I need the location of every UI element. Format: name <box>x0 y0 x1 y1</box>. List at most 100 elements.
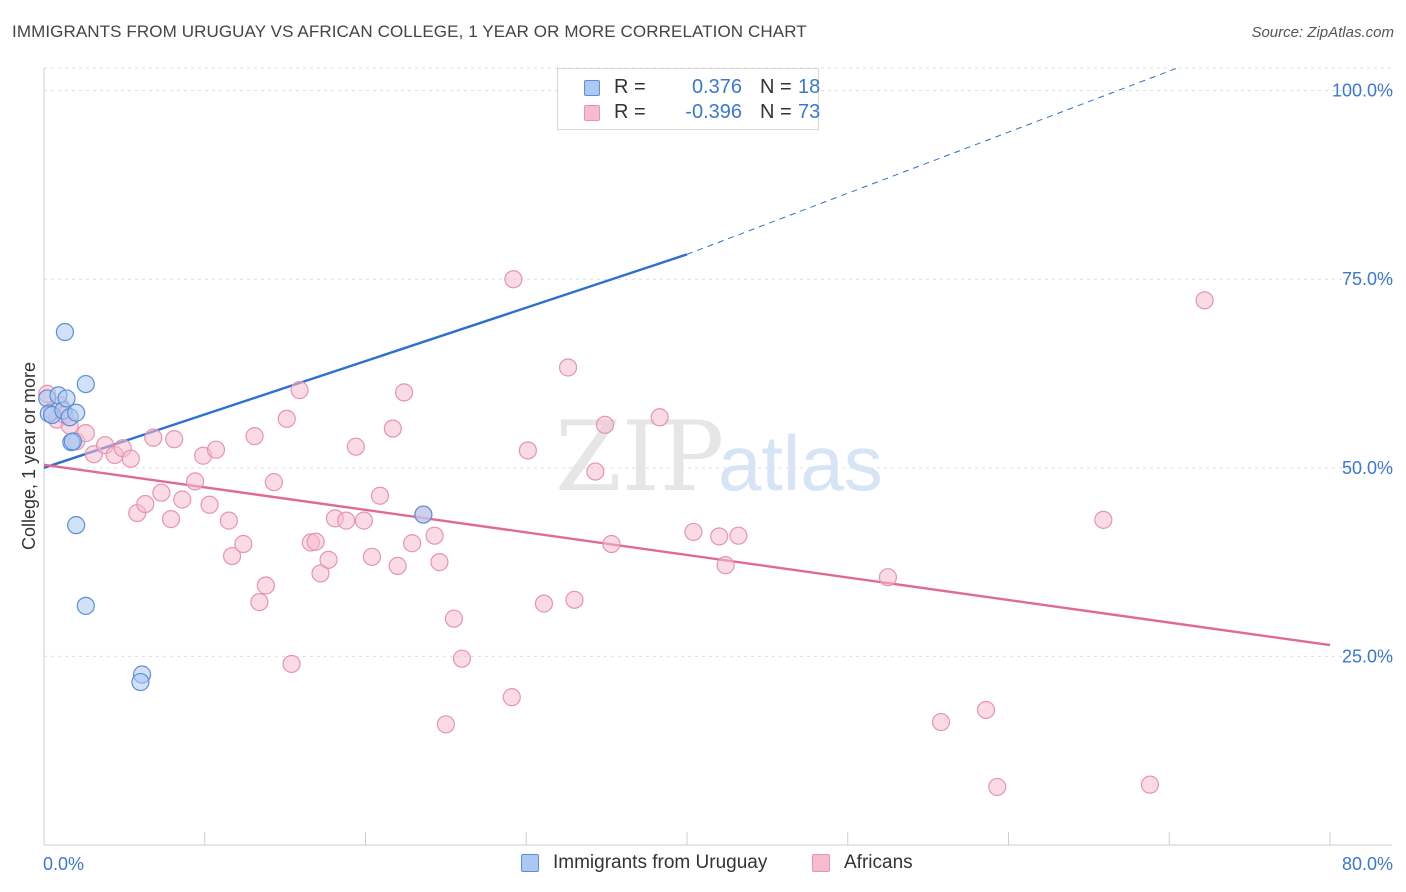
points-layer <box>38 78 1214 797</box>
point-africans <box>716 556 735 575</box>
point-africans <box>282 654 301 674</box>
point-africans <box>502 688 521 707</box>
point-uruguay <box>131 672 150 692</box>
point-africans <box>173 490 192 509</box>
point-africans <box>152 483 171 502</box>
bottom-legend-swatch-africans <box>812 854 830 872</box>
legend-n-label: N = <box>760 101 792 123</box>
point-africans <box>121 449 140 468</box>
point-africans <box>976 700 996 720</box>
point-africans <box>1094 510 1113 529</box>
point-africans <box>362 547 382 566</box>
bottom-legend-swatch-uruguay <box>521 854 539 872</box>
point-africans <box>1195 291 1214 310</box>
point-africans <box>650 408 669 427</box>
point-africans <box>219 511 238 530</box>
point-africans <box>144 428 163 447</box>
point-africans <box>602 534 621 554</box>
source-label: Source: ZipAtlas.com <box>1251 24 1394 41</box>
y-axis-label: College, 1 year or more <box>19 362 39 550</box>
point-africans <box>394 383 414 402</box>
point-africans <box>444 609 464 628</box>
point-africans <box>319 550 338 569</box>
point-uruguay <box>76 596 95 615</box>
point-africans <box>518 441 537 460</box>
point-africans <box>403 534 422 553</box>
point-africans <box>161 510 181 529</box>
point-africans <box>264 473 283 492</box>
x-tick-label-min: 0.0% <box>43 854 84 874</box>
point-africans <box>388 556 407 575</box>
point-africans <box>988 777 1007 797</box>
point-africans <box>277 409 296 428</box>
point-africans <box>346 437 365 456</box>
trend-line-africans <box>43 463 1331 647</box>
point-africans <box>234 534 253 554</box>
point-africans <box>586 462 605 481</box>
legend-r-value: -0.396 <box>685 101 742 123</box>
legend-n-value: 73 <box>798 101 821 123</box>
point-africans <box>383 419 402 438</box>
point-africans <box>425 526 444 545</box>
point-africans <box>186 472 205 491</box>
bottom-legend-label-uruguay: Immigrants from Uruguay <box>553 852 768 873</box>
point-africans <box>256 576 275 595</box>
legend-r-value: 0.376 <box>691 76 742 98</box>
watermark-zip: ZIP <box>555 401 724 513</box>
point-africans <box>931 712 951 732</box>
point-africans <box>565 590 584 609</box>
point-africans <box>430 553 449 572</box>
point-africans <box>710 527 729 546</box>
point-africans <box>436 715 455 734</box>
legend-r-label: R = <box>614 76 646 98</box>
point-africans <box>452 649 472 668</box>
chart-title: IMMIGRANTS FROM URUGUAY VS AFRICAN COLLE… <box>12 22 807 41</box>
y-tick-label: 25.0% <box>1342 646 1393 666</box>
point-uruguay <box>67 516 86 535</box>
legend-swatch-uruguay <box>584 80 600 96</box>
watermark-atlas: atlas <box>718 419 883 507</box>
point-africans <box>878 568 898 587</box>
point-africans <box>290 381 309 400</box>
point-uruguay <box>76 374 95 394</box>
point-africans <box>729 526 748 545</box>
point-africans <box>354 511 373 530</box>
point-africans <box>76 424 95 443</box>
y-tick-label: 75.0% <box>1342 269 1393 289</box>
point-uruguay <box>63 432 83 451</box>
labels-layer: 25.0% 50.0% 75.0% 100.0% 0.0% 80.0% <box>43 81 1393 874</box>
point-uruguay <box>67 403 86 422</box>
x-tick-label-max: 80.0% <box>1342 854 1393 874</box>
point-africans <box>136 494 155 514</box>
point-africans <box>250 592 269 612</box>
point-africans <box>206 440 226 459</box>
point-africans <box>245 427 264 446</box>
point-africans <box>311 564 330 583</box>
point-africans <box>165 430 184 449</box>
point-africans <box>504 270 523 289</box>
point-uruguay <box>57 389 76 408</box>
point-uruguay <box>414 505 433 524</box>
y-tick-label: 100.0% <box>1332 81 1393 101</box>
point-africans <box>1140 775 1160 794</box>
point-africans <box>534 594 554 613</box>
axes-layer <box>43 68 1392 846</box>
y-tick-label: 50.0% <box>1342 458 1393 478</box>
point-africans <box>684 522 703 542</box>
point-africans <box>306 532 325 551</box>
legend-swatch-africans <box>584 105 600 121</box>
point-africans <box>370 486 390 505</box>
point-africans <box>337 511 356 530</box>
bottom-legend-label-africans: Africans <box>844 852 913 873</box>
legend: R = 0.376 N = 18 R = -0.396 N = 73 <box>557 68 821 130</box>
point-africans <box>558 358 578 377</box>
watermark: ZIP atlas <box>555 401 883 513</box>
point-africans <box>595 415 615 434</box>
legend-n-label: N = <box>760 76 792 98</box>
point-uruguay <box>55 322 74 342</box>
legend-n-value: 18 <box>798 76 821 98</box>
point-africans <box>200 495 219 514</box>
point-africans <box>222 546 242 566</box>
legend-r-label: R = <box>614 101 646 123</box>
